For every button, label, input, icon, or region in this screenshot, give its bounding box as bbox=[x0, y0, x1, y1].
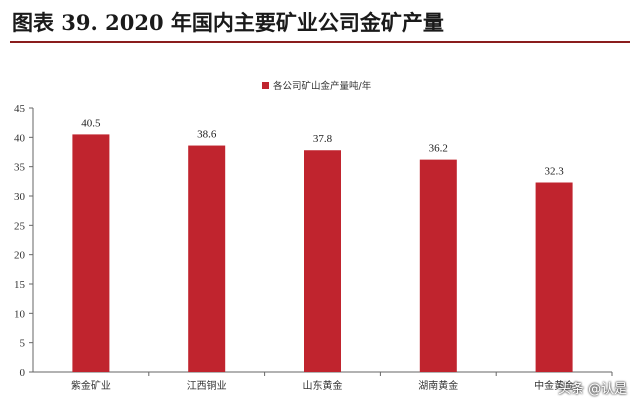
x-tick-label: 江西铜业 bbox=[187, 380, 227, 392]
page-title: 图表 39. 2020 年国内主要矿业公司金矿产量 bbox=[12, 10, 444, 35]
bar bbox=[188, 145, 226, 372]
y-tick-label: 10 bbox=[14, 308, 26, 320]
data-label: 37.8 bbox=[313, 133, 333, 145]
legend-label: 各公司矿山金产量吨/年 bbox=[273, 80, 372, 92]
y-tick-label: 5 bbox=[20, 338, 26, 350]
bar bbox=[535, 182, 573, 372]
title-divider bbox=[10, 41, 630, 43]
bar bbox=[72, 134, 110, 372]
x-axis: 紫金矿业 江西铜业 山东黄金 湖南黄金 中金黄金 bbox=[71, 372, 613, 392]
watermark-text: 头条 @认是 bbox=[558, 382, 628, 397]
bar bbox=[419, 159, 457, 372]
data-label: 40.5 bbox=[81, 117, 101, 129]
legend: 各公司矿山金产量吨/年 bbox=[262, 80, 372, 92]
x-tick-label: 紫金矿业 bbox=[71, 379, 111, 392]
y-tick-label: 30 bbox=[14, 191, 26, 203]
y-tick-label: 0 bbox=[20, 367, 26, 379]
y-tick-label: 25 bbox=[14, 220, 26, 232]
x-tick-label: 山东黄金 bbox=[303, 379, 343, 392]
x-tick-label: 湖南黄金 bbox=[418, 379, 458, 392]
bar bbox=[304, 150, 341, 372]
y-tick-label: 20 bbox=[14, 250, 26, 262]
data-label: 32.3 bbox=[544, 166, 564, 178]
x-tick-label: 中金黄金 bbox=[534, 379, 574, 392]
y-tick-label: 35 bbox=[14, 162, 26, 174]
y-tick-label: 40 bbox=[14, 132, 26, 144]
bars: 40.5 38.6 37.8 36.2 32.3 bbox=[72, 117, 573, 372]
legend-swatch bbox=[262, 82, 269, 89]
data-label: 38.6 bbox=[197, 129, 217, 141]
y-tick-label: 15 bbox=[14, 279, 26, 291]
data-label: 36.2 bbox=[429, 143, 448, 155]
y-tick-label: 45 bbox=[14, 103, 26, 115]
